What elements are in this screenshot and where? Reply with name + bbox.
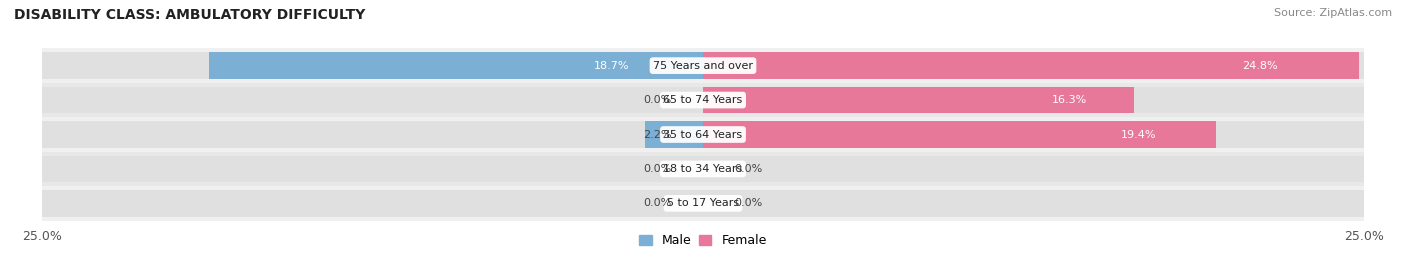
Text: 0.0%: 0.0%: [643, 95, 671, 105]
Text: 0.0%: 0.0%: [643, 164, 671, 174]
Bar: [703, 121, 1364, 148]
Bar: [703, 52, 1358, 79]
Text: 65 to 74 Years: 65 to 74 Years: [664, 95, 742, 105]
Text: 0.0%: 0.0%: [735, 164, 763, 174]
Bar: [42, 87, 703, 114]
Text: 18.7%: 18.7%: [593, 61, 628, 71]
Bar: [208, 52, 703, 79]
Bar: [703, 121, 1216, 148]
Bar: [42, 83, 1364, 117]
Text: 18 to 34 Years: 18 to 34 Years: [664, 164, 742, 174]
Text: 35 to 64 Years: 35 to 64 Years: [664, 129, 742, 140]
Text: 5 to 17 Years: 5 to 17 Years: [666, 198, 740, 208]
Text: 19.4%: 19.4%: [1121, 129, 1157, 140]
Legend: Male, Female: Male, Female: [634, 229, 772, 252]
Text: 75 Years and over: 75 Years and over: [652, 61, 754, 71]
Bar: [703, 87, 1133, 114]
Bar: [42, 52, 703, 79]
Text: Source: ZipAtlas.com: Source: ZipAtlas.com: [1274, 8, 1392, 18]
Bar: [703, 190, 1364, 217]
Bar: [42, 48, 1364, 83]
Bar: [703, 155, 1364, 182]
Bar: [42, 152, 1364, 186]
Text: DISABILITY CLASS: AMBULATORY DIFFICULTY: DISABILITY CLASS: AMBULATORY DIFFICULTY: [14, 8, 366, 22]
Bar: [42, 155, 703, 182]
Text: 2.2%: 2.2%: [643, 129, 671, 140]
Bar: [42, 121, 703, 148]
Bar: [645, 121, 703, 148]
Text: 24.8%: 24.8%: [1243, 61, 1278, 71]
Text: 16.3%: 16.3%: [1052, 95, 1087, 105]
Bar: [703, 52, 1364, 79]
Text: 0.0%: 0.0%: [735, 198, 763, 208]
Bar: [42, 186, 1364, 221]
Bar: [42, 117, 1364, 152]
Bar: [42, 190, 703, 217]
Bar: [703, 87, 1364, 114]
Text: 0.0%: 0.0%: [643, 198, 671, 208]
